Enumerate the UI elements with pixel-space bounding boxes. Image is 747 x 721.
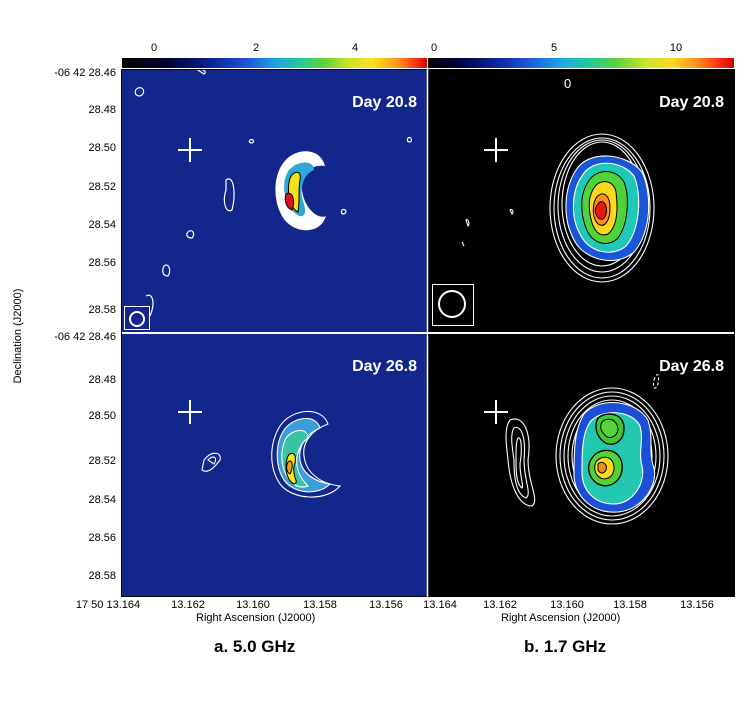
image-panel-1.7ghz-day20: 0 Day 20.8 [428,70,734,332]
position-cross-marker [484,400,508,424]
x-tick-label: 13.162 [171,599,205,611]
panel-a-caption: a. 5.0 GHz [214,637,296,656]
colorbar-b-tick: 0 [430,42,438,54]
y-tick-label: 28.54 [88,494,116,506]
image-panel-5ghz-day26: Day 26.8 [122,334,427,596]
x-tick-label: 13.158 [613,599,647,611]
y-tick-label: -06 42 28.46 [54,331,116,343]
beam-box [124,306,150,330]
contour-map [201,410,342,498]
beam-ellipse [438,290,466,318]
y-tick-label: -06 42 28.46 [54,67,116,79]
beam-ellipse [129,311,145,327]
colorbar-b-tick: 5 [550,42,558,54]
x-tick-label: 13.162 [483,599,517,611]
y-tick-label: 28.48 [88,374,116,386]
x-tick-label: 13.158 [303,599,337,611]
x-tick-label: 13.164 [423,599,457,611]
colorbar-5ghz [122,58,427,68]
colorbar-a-tick: 2 [252,42,260,54]
position-cross-marker [178,400,202,424]
colorbar-1.7ghz [428,58,734,68]
y-tick-label: 28.52 [88,181,116,193]
epoch-label: Day 26.8 [352,358,417,375]
y-tick-label: 28.50 [88,410,116,422]
x-axis-title: Right Ascension (J2000) [501,612,621,624]
contour-map [461,133,655,283]
beam-box [432,284,474,326]
y-tick-label: 28.50 [88,142,116,154]
contour-map [134,70,413,317]
image-panel-5ghz-day20: Day 20.8 [122,70,427,332]
contour-map [505,373,669,525]
y-tick-label: 28.52 [88,455,116,467]
epoch-label: Day 26.8 [659,358,724,375]
y-tick-label: 28.58 [88,304,116,316]
position-cross-marker [484,138,508,162]
position-cross-marker [178,138,202,162]
x-tick-label: 13.156 [369,599,403,611]
x-axis-title: Right Ascension (J2000) [196,612,316,624]
x-tick-label: 13.160 [550,599,584,611]
contour-label: 0 [564,76,572,91]
image-panel-1.7ghz-day26: Day 26.8 [428,334,734,596]
colorbar-a-tick: 4 [351,42,359,54]
epoch-label: Day 20.8 [352,94,417,111]
y-tick-label: 28.56 [88,532,116,544]
y-tick-label: 28.56 [88,257,116,269]
y-tick-label: 28.48 [88,104,116,116]
y-tick-label: 28.58 [88,570,116,582]
x-tick-label: 17 50 13.164 [75,599,141,611]
colorbar-a-tick: 0 [150,42,158,54]
x-tick-label: 13.160 [236,599,270,611]
y-axis-title: Declination (J2000) [12,288,24,384]
colorbar-b-tick: 10 [669,42,683,54]
panel-b-caption: b. 1.7 GHz [524,637,607,656]
y-tick-label: 28.54 [88,219,116,231]
epoch-label: Day 20.8 [659,94,724,111]
x-tick-label: 13.156 [680,599,714,611]
